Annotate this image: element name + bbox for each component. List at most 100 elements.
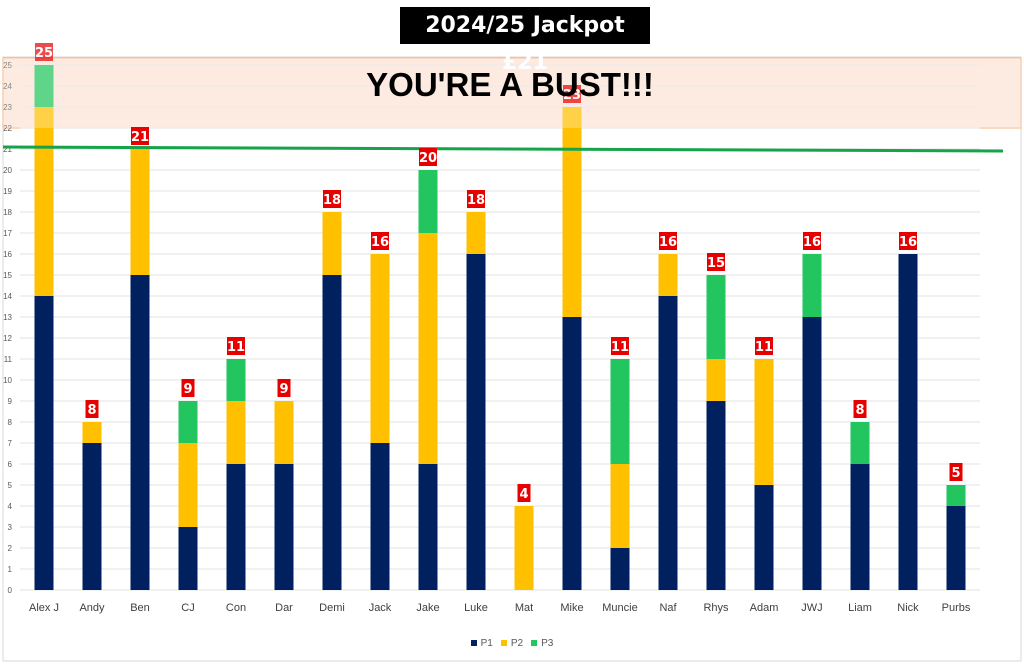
data-label: 16 [659,232,677,250]
data-label-text: 23 [563,88,581,103]
bar-p1 [466,254,486,590]
x-tick-label: Con [226,602,246,614]
data-label-bg [949,463,963,481]
bar-p2 [466,212,486,254]
x-tick-label: JWJ [801,602,822,614]
bar-p2 [754,359,774,485]
y-tick-label: 16 [3,250,12,259]
y-tick-label: 25 [3,61,12,70]
x-tick-label: Mike [560,602,583,614]
data-label: 25 [35,43,53,61]
data-label-text: 5 [951,466,960,481]
x-tick-label: Jack [369,602,392,614]
data-label-bg [35,43,53,61]
data-label: 11 [227,337,245,355]
data-label-bg [85,400,99,418]
bar-p3 [802,254,822,317]
bust-banner: YOU'RE A BUST!!! [366,66,654,103]
data-label-bg [707,253,725,271]
data-label-text: 9 [183,382,192,397]
bar-p1 [850,464,870,590]
y-tick-label: 4 [8,502,13,511]
x-tick-label: Liam [848,602,872,614]
x-tick-label: CJ [181,602,194,614]
y-tick-label: 13 [3,313,12,322]
x-tick-label: Dar [275,602,293,614]
legend-item-p3: P3 [531,638,553,649]
data-label-text: 8 [87,403,96,418]
data-label: 20 [419,148,437,166]
bar-p2 [178,443,198,527]
y-tick-label: 11 [4,355,13,364]
data-label-text: 16 [803,235,821,250]
y-tick-label: 0 [8,586,13,595]
legend-item-p1: P1 [470,638,493,649]
y-tick-label: 18 [3,208,12,217]
data-label-bg [755,337,773,355]
bar-p1 [418,464,438,590]
bar-p1 [658,296,678,590]
bar-p1 [178,527,198,590]
data-label-bg [563,85,581,103]
data-label-bg [419,148,437,166]
data-label-bg [517,484,531,502]
bar-p1 [706,401,726,590]
data-label-text: 20 [419,151,437,166]
data-label-bg [659,232,677,250]
data-label: 9 [181,379,195,397]
bar-p1 [274,464,294,590]
bar-p2 [130,149,150,275]
legend-label: P3 [541,638,554,649]
x-tick-label: Muncie [602,602,637,614]
x-tick-label: Andy [79,602,105,614]
legend-label: P1 [480,638,493,649]
data-label-text: 18 [323,193,341,208]
y-tick-label: 6 [8,460,13,469]
data-label: 18 [467,190,485,208]
bar-p1 [898,254,918,590]
y-tick-label: 8 [8,418,13,427]
bar-p3 [178,401,198,443]
data-label: 8 [85,400,99,418]
data-label-bg [323,190,341,208]
x-tick-label: Mat [515,602,533,614]
data-label-text: 11 [755,340,773,355]
bar-p3 [610,359,630,464]
bar-p2 [706,359,726,401]
bar-p1 [322,275,342,590]
data-label: 21 [131,127,149,145]
data-label-text: 16 [659,235,677,250]
bar-p3 [706,275,726,359]
y-tick-label: 21 [3,145,12,154]
y-tick-label: 3 [8,523,13,532]
bar-p1 [946,506,966,590]
y-tick-label: 9 [8,397,13,406]
bar-p2 [82,422,102,443]
x-tick-label: Jake [416,602,439,614]
legend-swatch [531,640,538,647]
bar-p3 [850,422,870,464]
chart-title: 2024/25 Jackpot £21 [400,7,650,75]
data-label-text: 21 [131,130,149,145]
data-label-bg [899,232,917,250]
data-label-bg [803,232,821,250]
data-label: 9 [277,379,291,397]
x-tick-label: Naf [659,602,677,614]
y-tick-label: 1 [8,565,13,574]
y-tick-label: 19 [3,187,12,196]
target-line [2,145,1004,153]
data-label: 16 [371,232,389,250]
bar-p2 [322,212,342,275]
y-tick-label: 15 [3,271,12,280]
bar-p2 [658,254,678,296]
chart-area-border [2,56,1022,662]
x-tick-label: Demi [319,602,345,614]
legend-swatch [470,640,477,647]
bar-p1 [82,443,102,590]
bar-p2 [370,254,390,443]
bar-p1 [562,317,582,590]
data-label: 23 [563,85,581,103]
bar-p2 [34,107,54,296]
data-label: 11 [755,337,773,355]
